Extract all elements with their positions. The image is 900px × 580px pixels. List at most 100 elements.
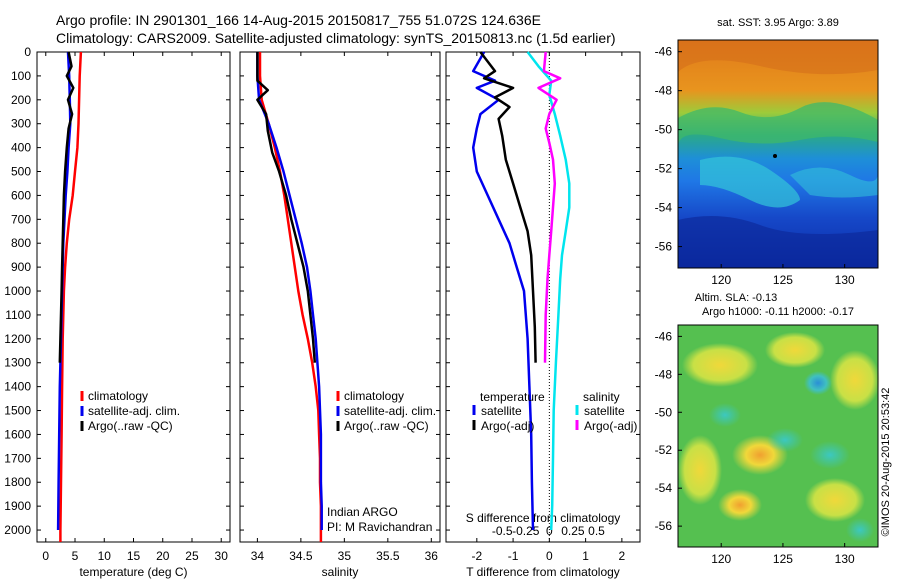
map-y-tick-label: -46 [655,45,673,59]
x-axis-label-top: S difference from climatology [466,511,621,525]
annotation: PI: M Ravichandran [327,520,432,534]
y-tick-label: 1500 [4,404,31,418]
imos-credit: ©IMOS 20-Aug-2015 20:53:42 [880,388,892,537]
y-tick-label: 400 [11,141,31,155]
map-x-tick-label: 130 [835,273,855,287]
map-y-tick-label: -50 [655,405,673,419]
x-axis-label: T difference from climatology [466,565,620,579]
sst-deep-blue [678,216,878,268]
legend-label: satellite-adj. clim. [88,404,180,418]
y-tick-label: 0 [24,45,31,59]
y-tick-label: 1300 [4,356,31,370]
sst-orange-warm [678,40,878,75]
temp-plot-frame [36,51,231,543]
sst-map-title: sat. SST: 3.95 Argo: 3.89 [717,17,839,29]
sla-cyan-patch [709,403,741,427]
sla-yellow-blob [805,478,865,522]
annotation: Indian ARGO [327,505,398,519]
legend-label: Argo(-adj) [584,419,637,433]
legend-label: satellite [481,404,522,418]
sla-yellow-blob [765,332,825,368]
y-tick-label: 1400 [4,380,31,394]
legend-label: satellite-adj. clim. [344,404,436,418]
sla-cyan-patch [846,518,874,542]
legend-label: Argo(-adj) [481,419,534,433]
y-tick-label: 200 [11,93,31,107]
legend-label: climatology [344,389,404,403]
map-x-tick-label: 120 [711,552,731,566]
series-line-argo-raw-qc- [58,51,75,363]
x-tick-label: -1 [508,549,519,563]
x-tick-label: 20 [156,549,170,563]
sla-orange-blob [718,489,762,521]
series-line-argo-raw-qc- [256,52,317,363]
y-tick-label: 700 [11,212,31,226]
y-tick-label: 1900 [4,499,31,513]
y-tick-label: 600 [11,188,31,202]
map-y-tick-label: -54 [655,201,673,215]
x-tick-label: 5 [72,549,79,563]
top-tick-label: -0.25 [512,524,540,538]
y-tick-label: 900 [11,260,31,274]
x-tick-label: 30 [215,549,229,563]
top-tick-label: 0.5 [588,524,605,538]
legend-label: Argo(..raw -QC) [88,419,173,433]
x-tick-label: 34 [251,549,265,563]
map-y-tick-label: -50 [655,123,673,137]
y-tick-label: 1600 [4,427,31,441]
x-tick-label: 10 [98,549,112,563]
legend-label: satellite [584,404,625,418]
sal-panel: 34 34.5 35 35.5 36 salinity climatologysatelli… [239,51,441,579]
x-tick-label: 15 [127,549,141,563]
y-tick-label: 500 [11,165,31,179]
map-x-tick-label: 125 [773,273,793,287]
series-line-s-satellite [526,51,571,531]
header-title-line1: Argo profile: IN 2901301_166 14-Aug-2015… [56,12,541,28]
sst-cyan-patch-2 [790,167,879,198]
series-line-s-argo-adj- [537,51,562,363]
series-line-climatology [59,51,83,542]
x-tick-label: 34.5 [289,549,313,563]
legend-label: climatology [88,389,148,403]
map-y-tick-label: -54 [655,481,673,495]
sla-yellow-blob [830,350,880,410]
x-tick-label: 0 [546,549,553,563]
diff-plot-frame [445,51,641,543]
series-line-satellite-adj-clim- [256,52,323,530]
x-tick-label: 36 [425,549,439,563]
sst-map-axes: 120 125 130 -46 -48 -50 -52 -54 -56 [655,45,855,287]
sla-map-axes: 120 125 130 -46 -48 -50 -52 -54 -56 [655,329,855,566]
x-tick-label: -2 [471,549,482,563]
header-title-line2: Climatology: CARS2009. Satellite-adjuste… [56,30,616,46]
sla-yellow-blob [682,343,758,387]
map-x-tick-label: 125 [773,552,793,566]
y-tick-label: 1200 [4,332,31,346]
map-y-tick-label: -52 [655,443,673,457]
map-y-tick-label: -56 [655,519,673,533]
top-tick-label: 0.25 [561,524,585,538]
x-tick-label: 35.5 [376,549,400,563]
sla-cyan-patch [810,441,850,469]
sst-map [677,39,879,269]
sla-map-frame [677,324,879,548]
legend-heading: salinity [583,390,620,404]
sst-map-frame [677,39,879,269]
x-tick-label: 1 [582,549,589,563]
x-tick-label: 2 [619,549,626,563]
y-tick-label: 1700 [4,451,31,465]
sst-cyan-patch [700,156,800,208]
x-tick-label: 35 [338,549,352,563]
legend-label: Argo(..raw -QC) [344,419,429,433]
argo-position-marker [773,154,777,158]
sst-front-band [678,102,878,146]
sla-map-title-line2: Argo h1000: -0.11 h2000: -0.17 [702,306,854,318]
x-tick-label: 25 [185,549,199,563]
sla-cyan-patch [767,428,803,452]
map-x-tick-label: 120 [711,273,731,287]
map-y-tick-label: -48 [655,84,673,98]
legend-heading: temperature [480,390,545,404]
x-tick-label: 0 [42,549,49,563]
sla-yellow-blob [678,435,722,505]
map-y-tick-label: -48 [655,367,673,381]
